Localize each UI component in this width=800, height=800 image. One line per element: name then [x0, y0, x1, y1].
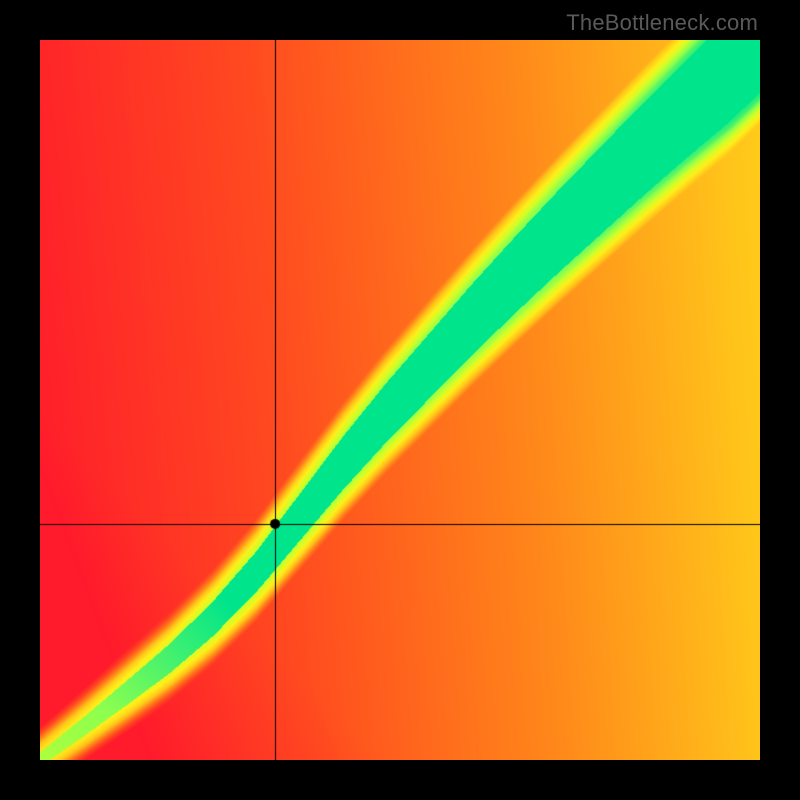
heatmap-plot [40, 40, 760, 760]
chart-frame: TheBottleneck.com [0, 0, 800, 800]
watermark-text: TheBottleneck.com [566, 10, 758, 36]
crosshair-overlay [40, 40, 760, 760]
